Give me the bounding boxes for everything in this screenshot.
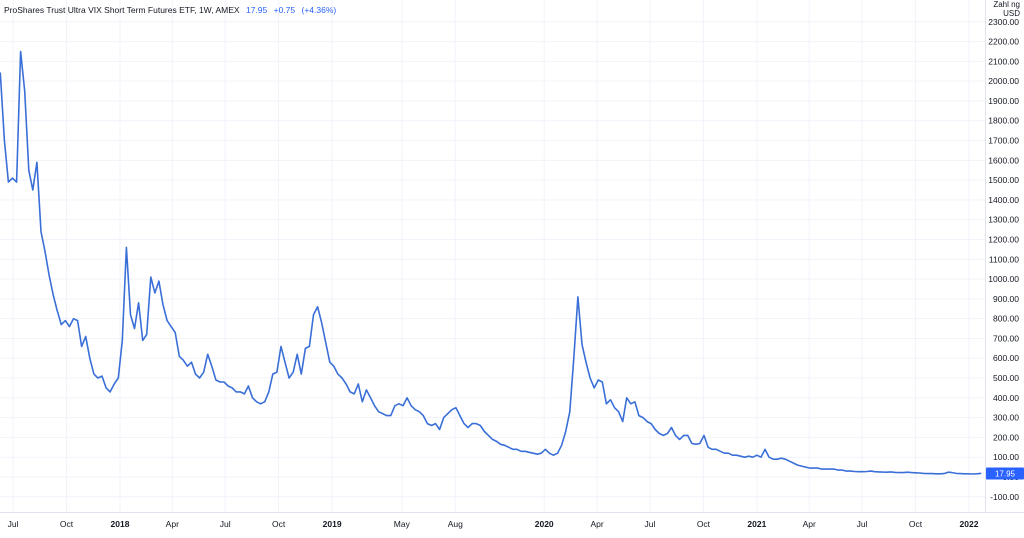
y-tick-label: 700.00 [993, 333, 1019, 343]
y-tick-label: 1100.00 [989, 254, 1019, 264]
y-tick-label: 2100.00 [988, 56, 1019, 66]
y-tick-label: 1300.00 [988, 215, 1019, 225]
x-tick-label: Oct [909, 519, 923, 529]
price-series-line [0, 50, 982, 475]
exchange-label: AMEX [215, 5, 240, 15]
y-tick-label: 1000.00 [988, 274, 1019, 284]
y-tick-label: 2200.00 [988, 37, 1019, 47]
y-tick-label: 100.00 [993, 452, 1019, 462]
y-tick-label: 200.00 [993, 432, 1019, 442]
x-tick-label: Jul [645, 519, 656, 529]
y-tick-label: 1500.00 [988, 175, 1019, 185]
x-tick-label: Apr [590, 519, 603, 529]
x-tick-label: Jul [8, 519, 19, 529]
y-tick-label: 600.00 [993, 353, 1019, 363]
price-axis-unit-label: Zahl ng USD [993, 0, 1020, 18]
y-tick-label: 1400.00 [988, 195, 1019, 205]
y-tick-label: 2000.00 [988, 76, 1019, 86]
y-tick-label: 1800.00 [988, 116, 1019, 126]
symbol-header: ProShares Trust Ultra VIX Short Term Fut… [4, 5, 337, 15]
x-tick-label: 2021 [747, 519, 766, 529]
y-tick-label: 900.00 [993, 294, 1019, 304]
y-tick-label: 300.00 [993, 413, 1019, 423]
y-tick-label: 800.00 [993, 314, 1019, 324]
x-tick-label: Oct [272, 519, 286, 529]
x-tick-label: Apr [166, 519, 179, 529]
x-tick-label: Jul [220, 519, 231, 529]
y-tick-label: 500.00 [993, 373, 1019, 383]
y-tick-label: -100.00 [990, 492, 1019, 502]
symbol-name: ProShares Trust Ultra VIX Short Term Fut… [4, 5, 195, 15]
y-tick-label: 1200.00 [988, 234, 1019, 244]
y-tick-label: 2300.00 [988, 17, 1019, 27]
x-tick-label: 2018 [111, 519, 130, 529]
price-axis-unit-line2: USD [1003, 9, 1020, 18]
interval-label: 1W [198, 5, 212, 15]
x-tick-label: 2020 [535, 519, 554, 529]
y-tick-label: 1700.00 [988, 136, 1019, 146]
y-tick-label: 1900.00 [988, 96, 1019, 106]
x-tick-label: May [394, 519, 411, 529]
x-tick-label: Aug [448, 519, 463, 529]
x-tick-label: 2022 [960, 519, 979, 529]
x-tick-label: Oct [60, 519, 74, 529]
x-tick-label: Apr [803, 519, 816, 529]
last-price-axis-label: 17.95 [995, 469, 1016, 478]
price-change-percent: (+4.36%) [301, 5, 337, 15]
y-tick-label: 1600.00 [988, 155, 1019, 165]
x-tick-label: 2019 [323, 519, 342, 529]
last-price-axis-marker [986, 467, 1024, 480]
x-tick-label: Jul [857, 519, 868, 529]
price-axis-unit-line1: Zahl ng [993, 0, 1020, 9]
x-tick-label: Oct [697, 519, 711, 529]
price-change: +0.75 [273, 5, 296, 15]
y-tick-label: 400.00 [993, 393, 1019, 403]
last-price: 17.95 [245, 5, 268, 15]
